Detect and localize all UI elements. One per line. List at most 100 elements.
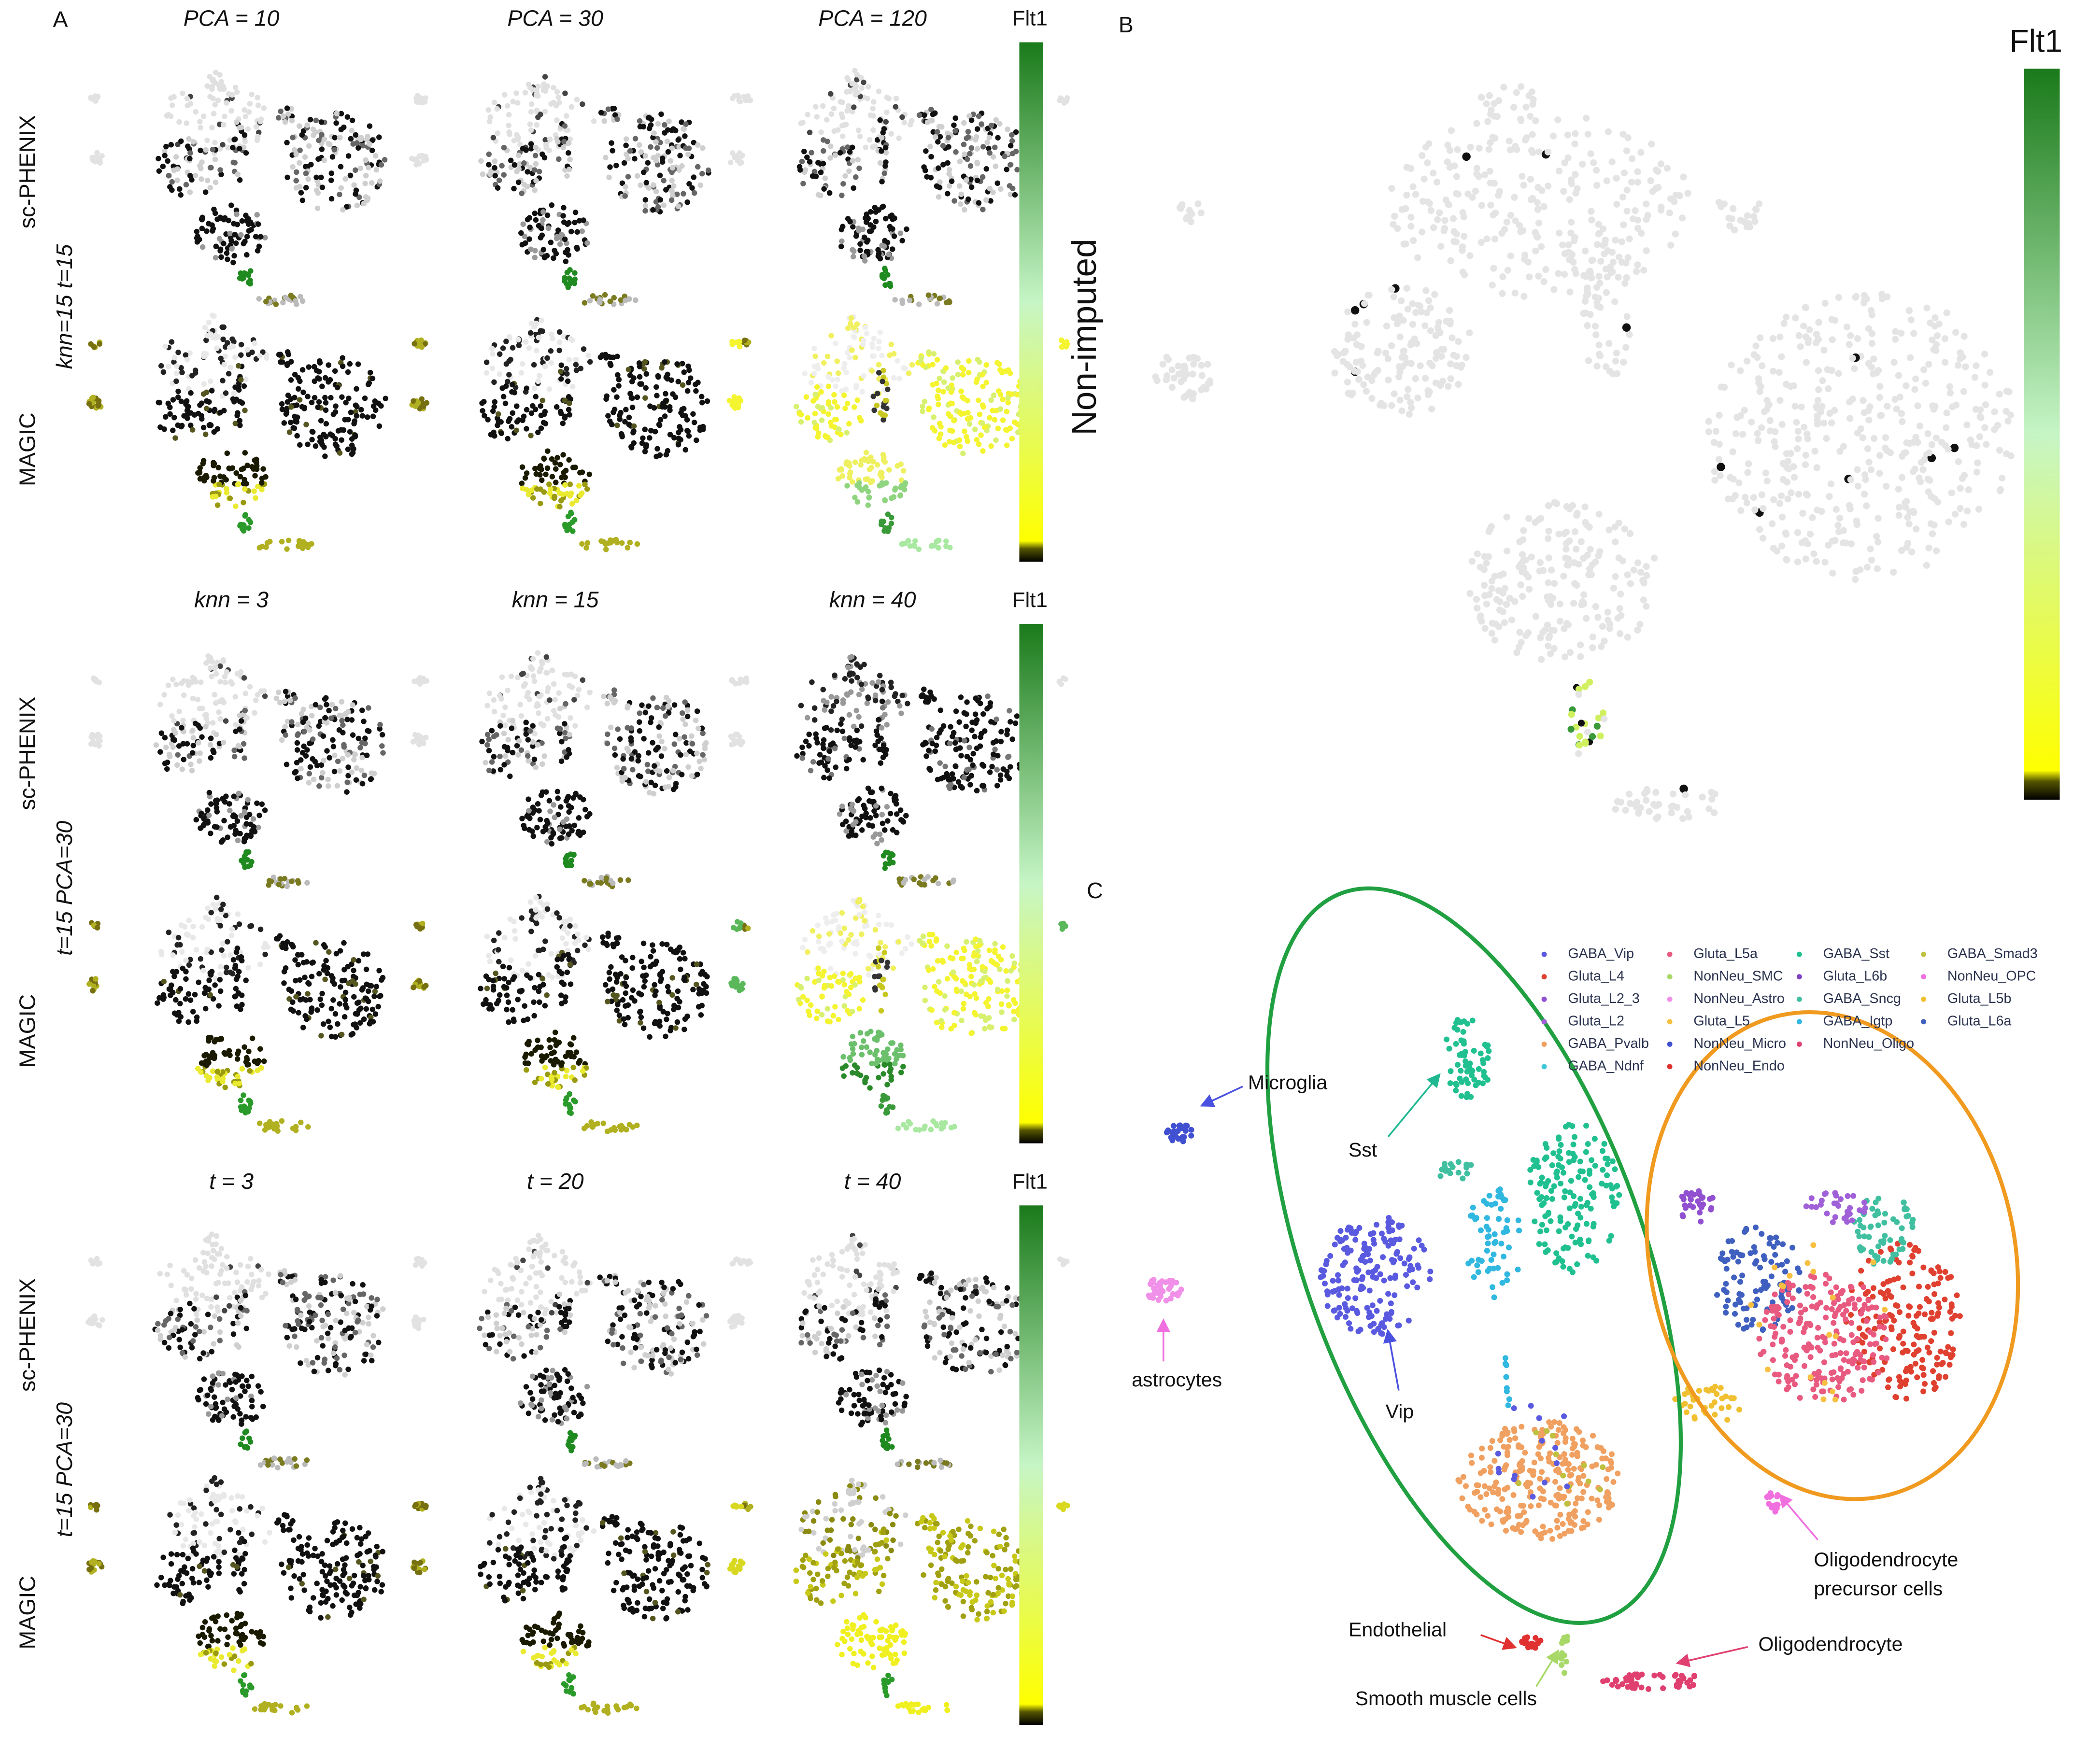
- cell-point: [168, 986, 173, 992]
- cell-point: [187, 155, 193, 162]
- cell-point: [689, 773, 695, 779]
- cell-point: [500, 345, 506, 351]
- cell-point: [554, 957, 560, 962]
- cell-point: [662, 713, 668, 719]
- cell-point: [162, 148, 168, 154]
- cell-point: [814, 1016, 820, 1021]
- cell-point: [879, 785, 884, 791]
- cell-point: [1009, 736, 1015, 742]
- cell-point: [566, 140, 572, 146]
- cell-point: [736, 734, 742, 739]
- cell-point: [701, 757, 707, 762]
- cell-point: [882, 397, 888, 404]
- cell-point: [487, 171, 493, 177]
- cell-point: [830, 1013, 837, 1019]
- cell-point: [373, 167, 380, 173]
- cell-point: [840, 697, 846, 703]
- cell-point: [972, 734, 978, 740]
- cell-point: [964, 767, 970, 773]
- cell-point: [990, 408, 995, 413]
- cell-point: [608, 540, 613, 546]
- cell-point: [286, 987, 292, 992]
- cell-point: [264, 355, 270, 361]
- cell-point: [504, 992, 510, 998]
- cell-point: [960, 451, 966, 456]
- cell-point: [836, 426, 842, 433]
- cell-point: [480, 408, 485, 414]
- cell-point: [880, 820, 886, 826]
- cell-point: [235, 837, 241, 844]
- cell-point: [630, 767, 636, 773]
- cell-point: [845, 325, 851, 331]
- cell-point: [996, 361, 1002, 367]
- cell-point: [558, 376, 564, 382]
- cell-point: [838, 243, 844, 250]
- cell-point: [320, 1021, 327, 1027]
- cell-point: [516, 166, 522, 172]
- cell-point: [298, 757, 304, 763]
- cell-point: [810, 759, 816, 765]
- cell-point: [739, 739, 746, 745]
- cell-point: [198, 125, 204, 131]
- cell-point: [625, 155, 631, 162]
- cell-point: [177, 186, 183, 192]
- cell-point: [544, 992, 550, 998]
- cell-point: [312, 702, 319, 708]
- cell-point: [801, 148, 807, 155]
- cell-point: [820, 161, 826, 167]
- cell-point: [188, 762, 194, 767]
- cell-point: [224, 250, 230, 256]
- cell-point: [195, 1066, 201, 1072]
- cell-point: [617, 736, 623, 742]
- cell-point: [188, 390, 194, 396]
- cell-point: [1006, 776, 1012, 781]
- cell-point: [651, 130, 657, 136]
- cell-point: [213, 906, 218, 912]
- cell-point: [512, 936, 518, 942]
- cell-point: [253, 234, 259, 240]
- cell-point: [349, 127, 355, 134]
- cell-point: [342, 417, 348, 423]
- cell-point: [235, 974, 241, 979]
- cell-point: [637, 118, 643, 124]
- cell-point: [548, 835, 554, 841]
- cell-point: [1059, 344, 1065, 350]
- cell-point: [895, 939, 902, 945]
- cell-point: [571, 517, 578, 523]
- cell-point: [567, 956, 573, 962]
- cell-point: [849, 831, 854, 837]
- cell-point: [379, 743, 385, 749]
- cell-point: [308, 162, 314, 168]
- cell-point: [497, 692, 503, 699]
- cell-point: [888, 922, 895, 928]
- cell-point: [316, 137, 322, 143]
- cell-point: [293, 151, 299, 157]
- cell-point: [198, 147, 203, 154]
- cell-point: [564, 1068, 570, 1073]
- cell-point: [483, 359, 490, 366]
- cell-point: [842, 173, 848, 179]
- cell-point: [682, 734, 687, 740]
- cell-point: [660, 705, 666, 711]
- cell-point: [502, 92, 508, 98]
- cell-point: [207, 742, 213, 748]
- cell-point: [846, 757, 852, 762]
- cell-point: [607, 164, 613, 170]
- cell-point: [202, 1052, 208, 1058]
- cell-point: [519, 915, 525, 921]
- cell-point: [583, 934, 589, 941]
- cell-point: [629, 965, 636, 971]
- cell-point: [312, 443, 319, 449]
- cell-point: [567, 156, 573, 162]
- cell-point: [811, 169, 818, 175]
- cell-point: [238, 341, 244, 348]
- cell-point: [608, 724, 614, 731]
- cell-point: [980, 402, 986, 408]
- cell-point: [849, 678, 854, 684]
- cell-point: [362, 395, 368, 401]
- cell-point: [174, 1010, 180, 1016]
- cell-point: [219, 324, 225, 330]
- cell-point: [175, 388, 181, 395]
- cell-point: [862, 909, 867, 915]
- cell-point: [546, 147, 552, 154]
